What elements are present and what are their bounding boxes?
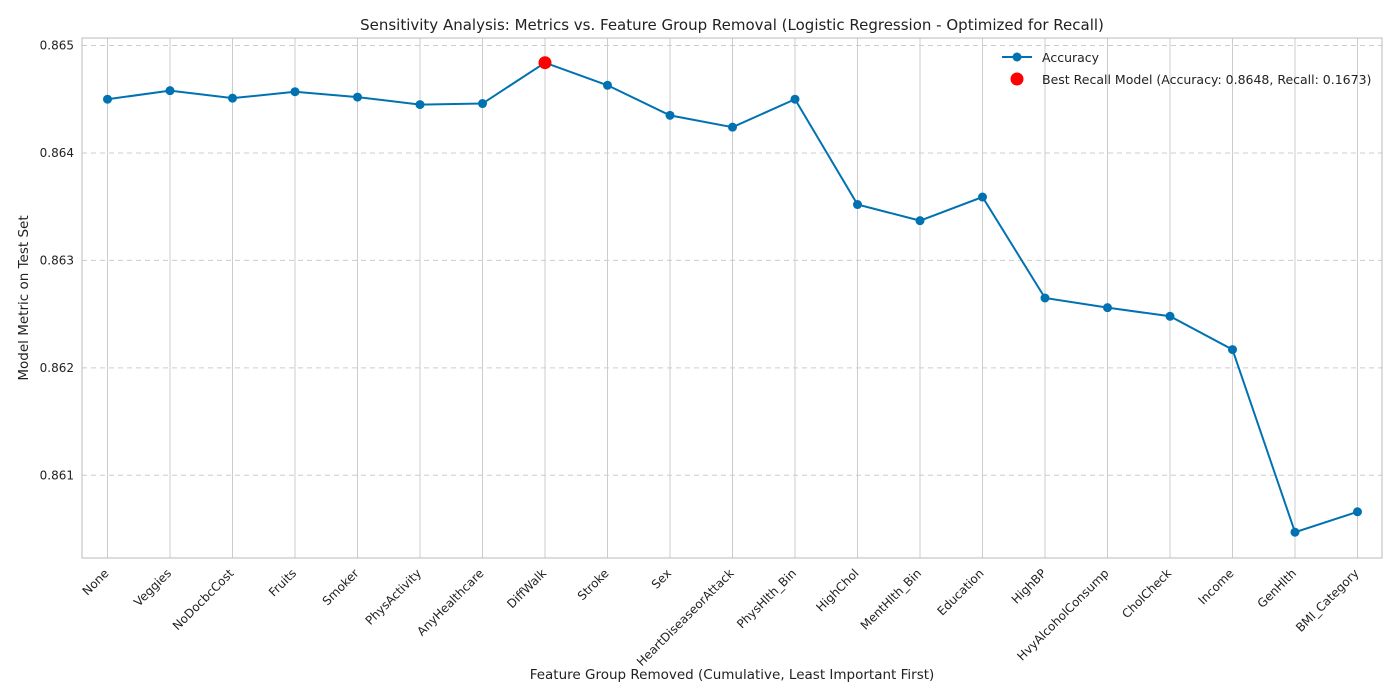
x-tick-label: DiffWalk: [504, 566, 549, 611]
accuracy-data-point: [665, 110, 675, 120]
x-tick-label: Fruits: [266, 566, 299, 599]
accuracy-data-point: [853, 200, 862, 210]
legend: Accuracy Best Recall Model (Accuracy: 0.…: [1002, 50, 1371, 87]
x-tick-label: None: [80, 566, 112, 598]
accuracy-data-point: [228, 93, 237, 103]
x-tick-label: HighBP: [1009, 566, 1049, 606]
chart-title: Sensitivity Analysis: Metrics vs. Featur…: [360, 16, 1104, 34]
x-tick-label: Stroke: [575, 566, 612, 603]
y-axis-label: Model Metric on Test Set: [16, 215, 32, 380]
x-tick-label: Sex: [649, 566, 674, 591]
x-tick-label: AnyHealthcare: [414, 566, 486, 638]
x-tick-label: GenHlth: [1255, 566, 1300, 611]
accuracy-data-point: [415, 100, 425, 110]
y-tick-label: 0.861: [40, 468, 74, 482]
accuracy-data-point: [103, 94, 112, 104]
x-tick-label: MentHlth_Bin: [858, 566, 924, 632]
accuracy-data-point: [915, 216, 925, 226]
y-axis-ticks: 0.861 0.862 0.863 0.864 0.865: [40, 39, 74, 483]
y-tick-label: 0.864: [40, 146, 74, 160]
x-axis-label: Feature Group Removed (Cumulative, Least…: [530, 667, 935, 683]
grid-lines: [82, 38, 1382, 558]
x-tick-label: HighChol: [813, 566, 861, 614]
accuracy-data-point: [978, 192, 987, 202]
legend-accuracy-marker-icon: [1012, 52, 1022, 62]
legend-accuracy-label: Accuracy: [1042, 50, 1100, 65]
accuracy-data-point: [1228, 345, 1237, 355]
accuracy-data-point: [353, 92, 362, 102]
legend-best-recall-marker-icon: [1010, 72, 1024, 86]
accuracy-data-point: [1040, 293, 1050, 303]
accuracy-data-point: [728, 122, 737, 132]
legend-best-recall-label: Best Recall Model (Accuracy: 0.8648, Rec…: [1042, 72, 1371, 87]
best-recall-point: [538, 56, 552, 70]
plot-area-frame: [81, 37, 1383, 559]
x-tick-label: Veggies: [131, 566, 174, 609]
accuracy-data-point: [165, 86, 175, 96]
y-tick-label: 0.862: [40, 361, 74, 375]
accuracy-data-point: [1353, 507, 1362, 517]
accuracy-data-point: [790, 94, 800, 104]
accuracy-data-point: [1103, 303, 1112, 313]
accuracy-data-point: [1290, 527, 1300, 537]
y-tick-label: 0.865: [40, 39, 74, 53]
accuracy-data-point: [290, 87, 300, 97]
x-tick-label: Education: [934, 566, 986, 618]
x-tick-label: PhysActivity: [363, 566, 425, 628]
x-tick-label: BMI_Category: [1293, 566, 1362, 635]
best-recall-highlight: [538, 56, 552, 70]
accuracy-data-point: [603, 80, 612, 90]
x-tick-label: CholCheck: [1119, 566, 1174, 621]
x-tick-label: NoDocbcCost: [170, 566, 237, 633]
accuracy-data-point: [478, 99, 487, 109]
x-tick-label: PhysHlth_Bin: [734, 566, 799, 631]
accuracy-data-point: [1165, 311, 1175, 321]
y-tick-label: 0.863: [40, 253, 74, 267]
x-tick-label: Income: [1195, 566, 1236, 607]
x-tick-label: Smoker: [320, 566, 362, 608]
